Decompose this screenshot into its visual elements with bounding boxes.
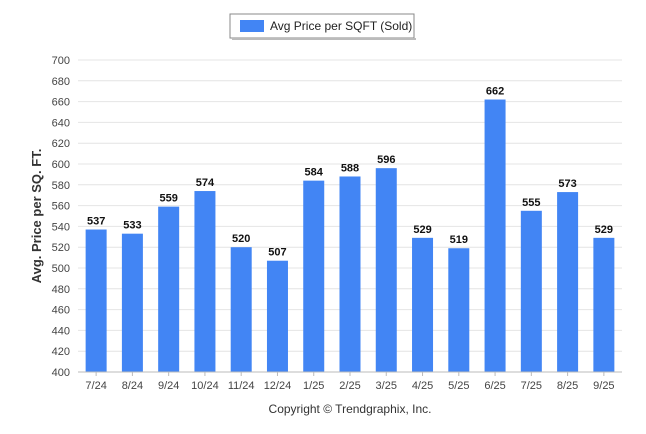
bar bbox=[194, 191, 216, 372]
y-tick-label: 700 bbox=[52, 55, 70, 67]
x-tick-label: 9/24 bbox=[158, 380, 179, 392]
bar bbox=[412, 237, 434, 372]
bar bbox=[85, 229, 107, 372]
bar bbox=[520, 210, 542, 372]
bar bbox=[484, 99, 506, 373]
y-tick-label: 520 bbox=[52, 242, 70, 254]
data-label: 537 bbox=[87, 216, 105, 228]
data-label: 533 bbox=[123, 220, 141, 232]
y-tick-label: 620 bbox=[52, 138, 70, 150]
y-tick-label: 580 bbox=[52, 180, 70, 192]
data-label: 559 bbox=[159, 193, 177, 205]
y-tick-label: 660 bbox=[52, 97, 70, 109]
data-label: 520 bbox=[232, 233, 250, 245]
x-tick-label: 7/24 bbox=[85, 380, 106, 392]
y-tick-label: 480 bbox=[52, 284, 70, 296]
x-tick-label: 8/25 bbox=[557, 380, 578, 392]
data-label: 555 bbox=[522, 197, 540, 209]
x-tick-label: 8/24 bbox=[122, 380, 143, 392]
data-label: 529 bbox=[595, 224, 613, 236]
y-tick-label: 560 bbox=[52, 201, 70, 213]
legend-box-shadow bbox=[232, 38, 416, 40]
data-label: 584 bbox=[305, 167, 324, 179]
x-tick-label: 4/25 bbox=[412, 380, 433, 392]
data-label: 507 bbox=[268, 247, 286, 259]
y-tick-label: 640 bbox=[52, 117, 70, 129]
bar bbox=[230, 247, 252, 372]
bar bbox=[158, 206, 180, 372]
copyright: Copyright © Trendgraphix, Inc. bbox=[269, 402, 432, 416]
y-tick-label: 500 bbox=[52, 263, 70, 275]
y-axis-label: Avg. Price per SQ. FT. bbox=[29, 149, 44, 284]
x-axis-ticks: 7/24 8/24 9/24 10/24 11/24 12/24 1/25 2/25 3/25 4… bbox=[85, 372, 615, 392]
bar bbox=[266, 260, 288, 372]
x-tick-label: 7/25 bbox=[521, 380, 542, 392]
data-label: 574 bbox=[196, 177, 215, 189]
bars: 537 533 559 574 520 507 584 588 596 529 519 662 555 5… bbox=[85, 86, 615, 373]
y-tick-label: 600 bbox=[52, 159, 70, 171]
bar bbox=[448, 248, 470, 372]
x-tick-label: 6/25 bbox=[484, 380, 505, 392]
data-label: 662 bbox=[486, 86, 504, 98]
x-tick-label: 9/25 bbox=[593, 380, 614, 392]
y-tick-label: 440 bbox=[52, 325, 70, 337]
x-tick-label: 11/24 bbox=[228, 380, 255, 392]
x-tick-label: 10/24 bbox=[191, 380, 219, 392]
data-label: 588 bbox=[341, 162, 359, 174]
bar bbox=[303, 180, 325, 372]
y-tick-label: 420 bbox=[52, 346, 70, 358]
y-tick-label: 680 bbox=[52, 76, 70, 88]
x-tick-label: 3/25 bbox=[376, 380, 397, 392]
legend-label: Avg Price per SQFT (Sold) bbox=[270, 19, 412, 33]
y-tick-label: 400 bbox=[52, 367, 70, 379]
data-label: 519 bbox=[450, 234, 468, 246]
bar bbox=[375, 168, 397, 372]
x-tick-label: 12/24 bbox=[264, 380, 292, 392]
bar bbox=[557, 192, 579, 372]
bar bbox=[339, 176, 361, 372]
data-label: 573 bbox=[558, 178, 576, 190]
legend: Avg Price per SQFT (Sold) bbox=[229, 13, 416, 40]
legend-swatch bbox=[240, 20, 264, 32]
y-axis-ticks: 400 420 440 460 480 500 520 540 560 580 600 620 640 6… bbox=[52, 55, 70, 379]
data-label: 596 bbox=[377, 154, 395, 166]
bar bbox=[593, 237, 615, 372]
data-label: 529 bbox=[413, 224, 431, 236]
bar bbox=[121, 233, 143, 372]
y-tick-label: 540 bbox=[52, 221, 70, 233]
y-tick-label: 460 bbox=[52, 305, 70, 317]
x-tick-label: 5/25 bbox=[448, 380, 469, 392]
x-tick-label: 1/25 bbox=[303, 380, 324, 392]
x-tick-label: 2/25 bbox=[339, 380, 360, 392]
